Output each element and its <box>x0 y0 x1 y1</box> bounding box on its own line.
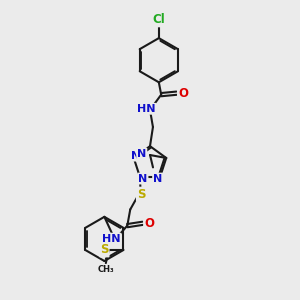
Text: CH₃: CH₃ <box>98 265 114 274</box>
Text: S: S <box>100 244 109 256</box>
Text: N: N <box>137 148 146 159</box>
Text: N: N <box>131 151 141 160</box>
Text: O: O <box>178 87 188 100</box>
Text: S: S <box>137 188 146 201</box>
Text: N: N <box>138 173 148 184</box>
Text: HN: HN <box>137 104 156 114</box>
Text: O: O <box>144 217 154 230</box>
Text: N: N <box>153 173 162 184</box>
Text: HN: HN <box>102 234 121 244</box>
Text: Cl: Cl <box>152 14 165 26</box>
